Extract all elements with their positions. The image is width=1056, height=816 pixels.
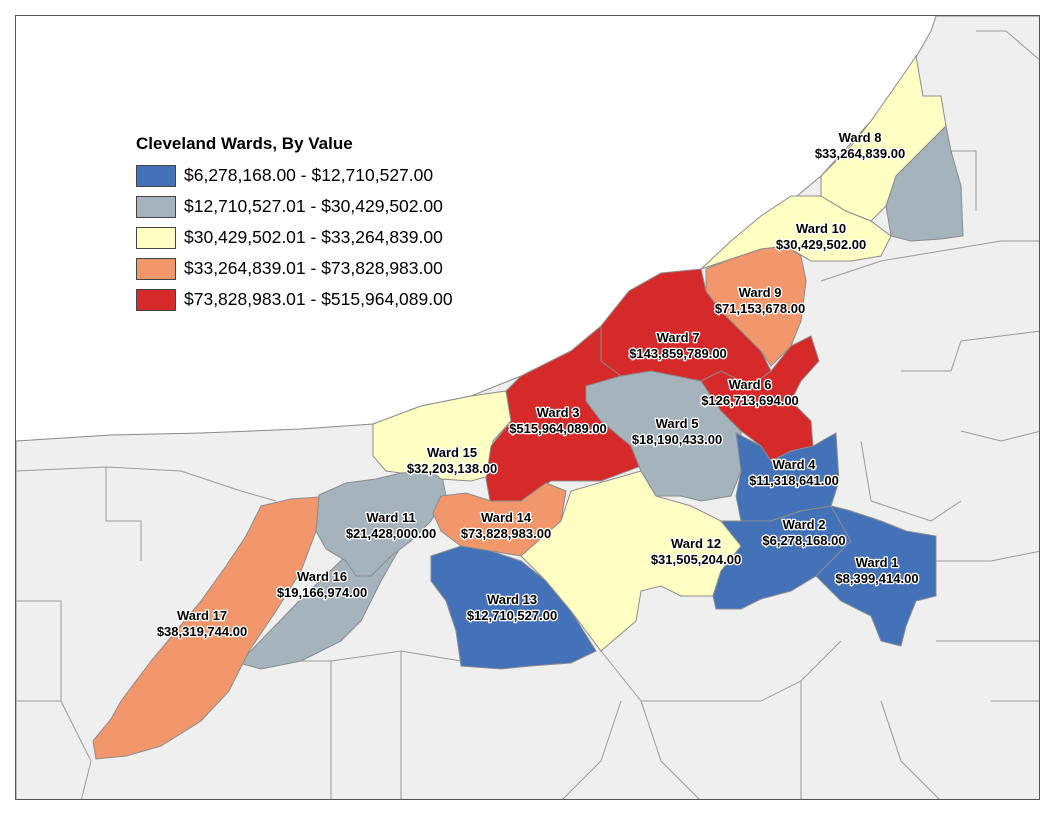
ward-17-value: $38,319,744.00 [157, 624, 247, 639]
legend-label-class-3: $30,429,502.01 - $33,264,839.00 [184, 227, 443, 247]
ward-13-name: Ward 13 [487, 592, 537, 607]
ward-16-value: $19,166,974.00 [277, 585, 367, 600]
ward-12-value: $31,505,204.00 [651, 552, 741, 567]
ward-4-area[interactable] [735, 432, 840, 522]
ward-5-value: $18,190,433.00 [632, 432, 722, 447]
ward-11-area[interactable] [315, 468, 447, 577]
ward-4-value: $11,318,641.00 [749, 473, 839, 488]
legend: Cleveland Wards, By Value $6,278,168.00 … [136, 134, 453, 315]
ward-15-value: $32,203,138.00 [407, 461, 497, 476]
ward-1-area[interactable] [815, 505, 937, 647]
ward-15-area[interactable] [372, 390, 512, 482]
ward-9-value: $71,153,678.00 [715, 301, 805, 316]
ward-11-value: $21,428,000.00 [346, 526, 436, 541]
ward-7-value: $143,859,789.00 [629, 346, 727, 361]
ward-2-area[interactable] [712, 505, 852, 610]
ward-polygons [92, 54, 964, 760]
ward-11-name: Ward 11 [366, 510, 415, 525]
ward-3-name: Ward 3 [537, 405, 580, 420]
ward-15-name: Ward 15 [427, 445, 477, 460]
legend-title: Cleveland Wards, By Value [136, 134, 353, 153]
ward-10-name: Ward 10 [796, 221, 846, 236]
legend-swatch-class-2 [136, 195, 176, 218]
ward-1-name: Ward 1 [856, 555, 899, 570]
ward-16-name: Ward 16 [297, 569, 347, 584]
ward-13-area[interactable] [430, 545, 597, 670]
ward-4-name: Ward 4 [773, 457, 817, 472]
ward-1-value: $8,399,414.00 [835, 571, 918, 586]
legend-label-class-4: $33,264,839.01 - $73,828,983.00 [184, 258, 443, 278]
ward-3-value: $515,964,089.00 [509, 421, 607, 436]
legend-swatch-class-5 [136, 288, 176, 311]
ward-12-name: Ward 12 [671, 536, 721, 551]
map-frame: Ward 1 $8,399,414.00 Ward 2 $6,278,168.00 Wa… [15, 15, 1040, 800]
legend-swatch-class-4 [136, 257, 176, 280]
ward-14-value: $73,828,983.00 [461, 526, 551, 541]
legend-item-class-2: $12,710,527.01 - $30,429,502.00 [136, 191, 453, 222]
ward-7-name: Ward 7 [657, 330, 700, 345]
ward-7-area[interactable] [600, 268, 772, 402]
ward-labels: Ward 1$8,399,414.00 Ward 2$6,278,168.00 Wa… [156, 129, 920, 641]
legend-swatch-class-1 [136, 164, 176, 187]
ward-17-name: Ward 17 [177, 608, 227, 623]
ward-2-value: $6,278,168.00 [762, 533, 845, 548]
ward-2-name: Ward 2 [783, 517, 826, 532]
ward-6-area[interactable] [700, 335, 820, 462]
ward-13-value: $12,710,527.00 [467, 608, 557, 623]
legend-swatch-class-3 [136, 226, 176, 249]
ward-9-name: Ward 9 [739, 285, 782, 300]
ward-8-value: $33,264,839.00 [815, 146, 905, 161]
ward-map: Ward 1$8,399,414.00 Ward 2$6,278,168.00 Wa… [16, 16, 1039, 799]
legend-item-class-5: $73,828,983.01 - $515,964,089.00 [136, 284, 453, 315]
legend-item-class-3: $30,429,502.01 - $33,264,839.00 [136, 222, 453, 253]
legend-label-class-5: $73,828,983.01 - $515,964,089.00 [184, 289, 453, 309]
ward-14-name: Ward 14 [481, 510, 532, 525]
ward-10-northeast-area [885, 124, 964, 242]
legend-label-class-1: $6,278,168.00 - $12,710,527.00 [184, 165, 434, 185]
legend-label-class-2: $12,710,527.01 - $30,429,502.00 [184, 196, 443, 216]
legend-item-class-4: $33,264,839.01 - $73,828,983.00 [136, 253, 453, 284]
ward-5-name: Ward 5 [656, 416, 699, 431]
ward-10-value: $30,429,502.00 [776, 237, 866, 252]
ward-17-area[interactable] [92, 496, 320, 760]
ward-6-name: Ward 6 [729, 377, 772, 392]
legend-item-class-1: $6,278,168.00 - $12,710,527.00 [136, 160, 453, 191]
ward-6-value: $126,713,694.00 [701, 393, 799, 408]
ward-8-name: Ward 8 [839, 130, 882, 145]
